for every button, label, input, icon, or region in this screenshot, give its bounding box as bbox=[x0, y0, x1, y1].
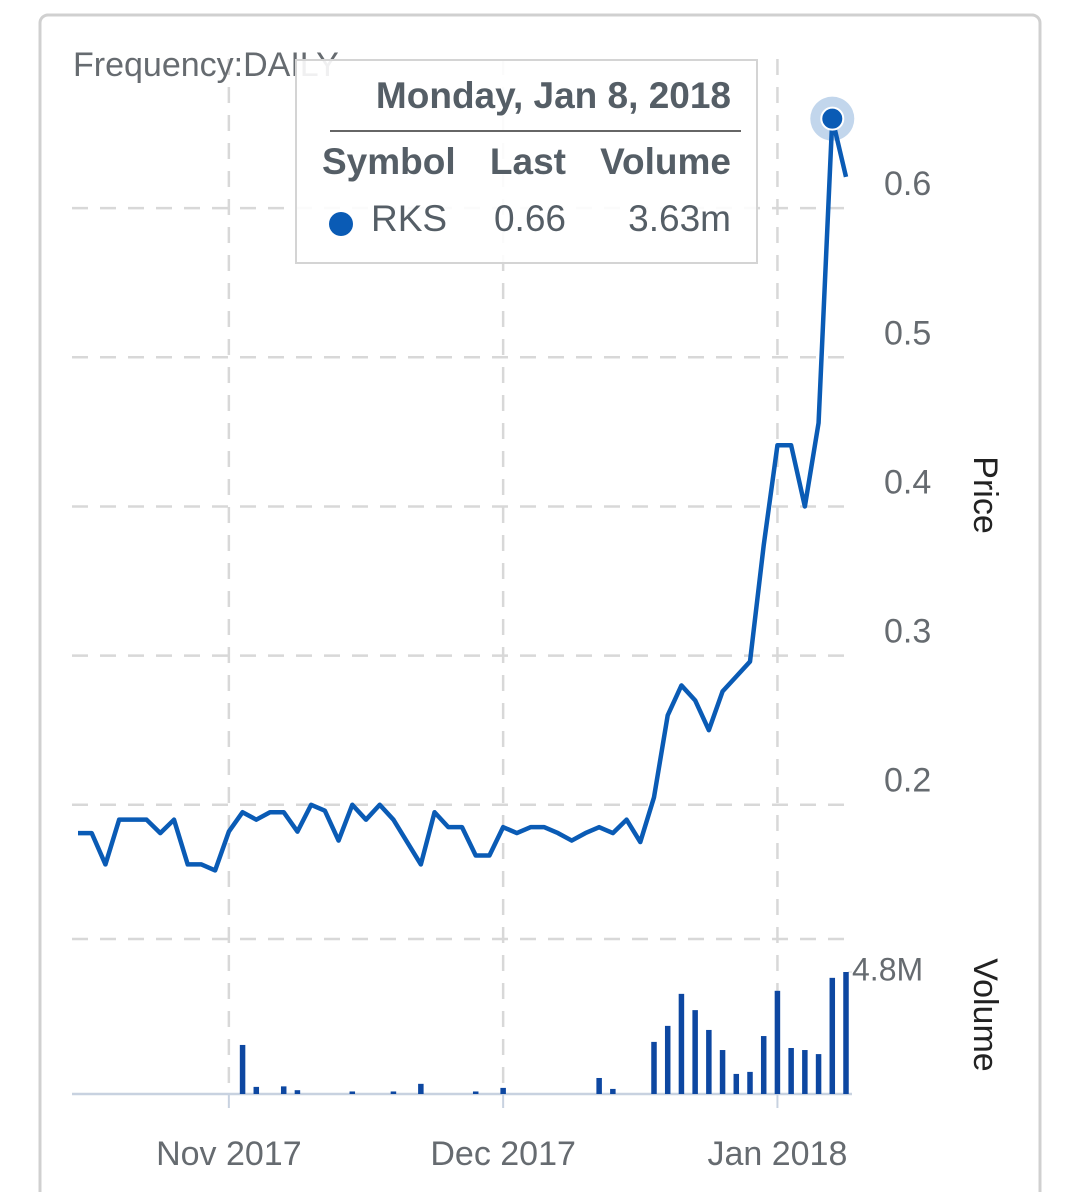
volume-bar bbox=[294, 1090, 301, 1094]
x-tick-label: Nov 2017 bbox=[156, 1135, 302, 1173]
volume-bar bbox=[349, 1091, 356, 1094]
volume-bar bbox=[610, 1088, 616, 1094]
volume-axis-title: Volume bbox=[966, 958, 1004, 1071]
tooltip-header: Volume bbox=[600, 141, 731, 182]
price-line bbox=[78, 116, 849, 873]
volume-bar bbox=[239, 1044, 246, 1094]
x-tick-label: Dec 2017 bbox=[430, 1135, 576, 1173]
volume-tick-label: 4.8M bbox=[852, 951, 923, 987]
x-tick-label: Jan 2018 bbox=[707, 1135, 847, 1173]
marks bbox=[78, 96, 855, 1094]
volume-bar bbox=[596, 1077, 602, 1094]
tooltip-symbol: RKS bbox=[371, 198, 447, 239]
volume-bar bbox=[651, 1041, 657, 1094]
tooltip-series-dot bbox=[329, 212, 353, 236]
volume-bar bbox=[760, 1036, 767, 1094]
volume-bar bbox=[788, 1047, 794, 1094]
y-tick-label: 0.5 bbox=[884, 314, 931, 352]
volume-bar bbox=[692, 1010, 698, 1094]
volume-bar bbox=[747, 1071, 753, 1094]
volume-bar bbox=[418, 1083, 424, 1094]
volume-bar bbox=[843, 972, 849, 1094]
volume-bar bbox=[390, 1091, 397, 1094]
volume-bar bbox=[774, 990, 781, 1094]
volume-bar bbox=[733, 1073, 740, 1094]
volume-bar bbox=[802, 1050, 808, 1094]
card bbox=[38, 13, 1042, 1192]
y-axis-title: Price bbox=[966, 456, 1004, 533]
tooltip-header: Last bbox=[490, 141, 566, 182]
y-tick-label: 0.3 bbox=[884, 613, 931, 651]
volume-bar bbox=[500, 1087, 506, 1094]
hover-point bbox=[820, 106, 845, 131]
volume-bar bbox=[719, 1050, 726, 1094]
tooltip-header: Symbol bbox=[322, 141, 456, 182]
volume-bar bbox=[253, 1086, 260, 1094]
volume-bar bbox=[664, 1025, 671, 1094]
tooltip: Monday, Jan 8, 2018 Symbol Last Volume R… bbox=[295, 59, 758, 264]
y-tick-label: 0.6 bbox=[884, 165, 931, 203]
volume-bar bbox=[706, 1029, 712, 1094]
volume-bar bbox=[678, 993, 685, 1094]
volume-bar bbox=[829, 977, 836, 1094]
volume-bar bbox=[280, 1086, 287, 1094]
tooltip-box bbox=[295, 59, 758, 264]
tooltip-title: Monday, Jan 8, 2018 bbox=[376, 75, 731, 116]
volume-bar bbox=[472, 1091, 479, 1094]
tooltip-volume: 3.63m bbox=[628, 198, 731, 239]
volume-bar bbox=[815, 1054, 822, 1094]
frequency-label: Frequency:DAILY bbox=[73, 46, 339, 84]
y-tick-label: 0.4 bbox=[884, 463, 931, 501]
y-tick-label: 0.2 bbox=[884, 762, 931, 800]
tooltip-last: 0.66 bbox=[494, 198, 566, 239]
